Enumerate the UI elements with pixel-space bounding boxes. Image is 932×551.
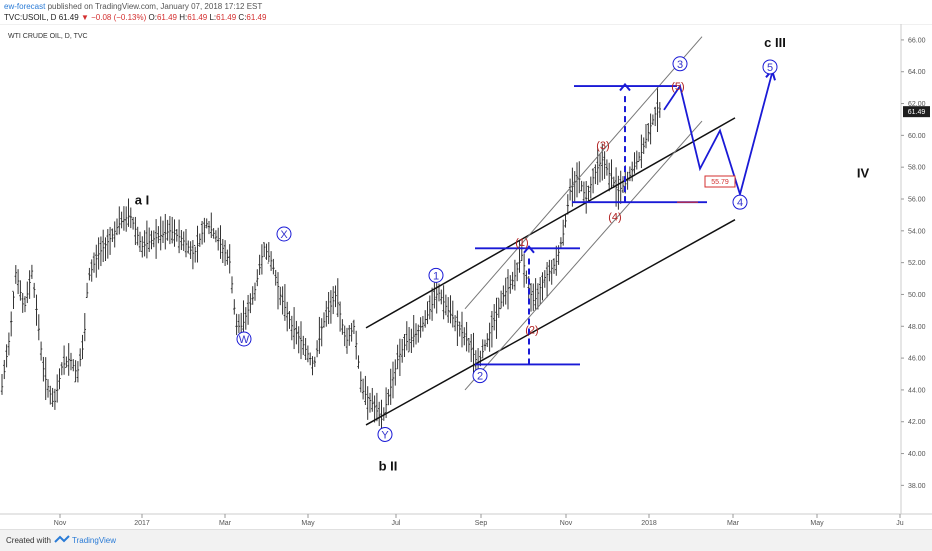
projection-arrow-1 [523,245,535,254]
chart-header: ew-forecast published on TradingView.com… [0,0,932,24]
last-price-tag-box [903,106,930,118]
subwave-label: (5) [671,81,684,93]
last-price-tag: 61.49 [903,106,930,118]
wave-circle-3 [672,56,688,72]
close-value: 61.49 [246,13,267,22]
wave-circle-4 [732,194,748,210]
price-bars [0,86,661,430]
upper-trendline [365,117,736,329]
x-tick-label: Mar [219,520,232,527]
tradingview-logo-icon [54,535,70,543]
projection-arrow-2 [619,82,631,92]
subwave-label: (2) [525,324,538,336]
y-tick-label: 52.00 [908,260,926,267]
footer: Created with TradingView [0,529,932,551]
price-chart[interactable]: WTI CRUDE OIL, D, TVC 66.00 64.00 62.00 60.… [0,24,932,529]
tradingview-brand-link[interactable]: TradingView [72,536,117,545]
low-value: 61.49 [216,13,237,22]
last-price-tag-text: 61.49 [908,109,926,116]
lower-trendline [365,219,736,426]
y-tick-label: 48.00 [908,324,926,331]
channel-upper-line [464,36,703,310]
subwave-label: (1) [515,237,528,249]
author-link[interactable]: ew-forecast [4,2,46,11]
close-label: C: [238,13,247,22]
published-text: published on TradingView.com, January 07… [47,2,263,11]
y-tick-label: 60.00 [908,133,926,140]
x-tick-label: Nov [560,520,573,527]
chart-title: WTI CRUDE OIL, D, TVC [8,33,88,40]
wave-circle-2 [472,368,488,384]
y-tick-label: 54.00 [908,228,926,235]
x-tick-label: 2018 [641,520,657,527]
high-label: H: [179,13,188,22]
channel-lower-line [464,120,703,391]
x-tick-label: Sep [475,520,488,527]
wave-label-1: 1 [433,270,439,282]
y-tick-label: 56.00 [908,197,926,204]
y-tick-label: 62.00 [908,101,926,108]
wave-label-4: 4 [737,197,743,209]
x-tick-label: Ju [896,520,904,527]
x-tick-label: Mar [727,520,740,527]
wave-label-W: W [239,334,250,346]
wave-label-5: 5 [767,62,773,74]
wave-label-2: 2 [477,371,483,383]
y-tick-label: 38.00 [908,483,926,490]
x-tick-label: Nov [54,520,67,527]
low-label: L: [209,13,217,22]
y-tick-label: 46.00 [908,356,926,363]
x-tick-label: May [301,520,315,527]
wave-label-X: X [280,229,288,241]
wave-circle-X [276,226,292,242]
wave-labels: X W Y 1 2 3 4 5 (1) (2) (3) (4) (5) a I b II c III IV [135,35,870,473]
subwave-label: (4) [608,212,621,224]
target-price-tag: 55.79 [704,175,736,188]
y-tick-label: 40.00 [908,451,926,458]
high-value: 61.49 [187,13,208,22]
wave-label-3: 3 [677,59,683,71]
degree-label: b II [379,458,398,473]
x-tick-label: Jul [392,520,401,527]
open-value: 61.49 [156,13,177,22]
wave-circle-1 [428,267,444,283]
degree-label: a I [135,193,149,208]
y-tick-label: 42.00 [908,419,926,426]
y-tick-label: 64.00 [908,69,926,76]
wave-circle-5 [762,59,778,75]
y-tick-label: 58.00 [908,165,926,172]
publication-line: ew-forecast published on TradingView.com… [4,2,262,11]
time-axis: Nov 2017 Mar May Jul Sep Nov 2018 Mar May Ju [54,514,904,527]
down-arrow-icon: ▼ [80,13,89,22]
y-tick-label: 44.00 [908,387,926,394]
symbol: TVC:USOIL, D [4,13,57,22]
open-label: O: [148,13,157,22]
degree-label: c III [764,35,786,50]
symbol-line: TVC:USOIL, D 61.49 ▼ −0.08 (−0.13%) O:61… [4,13,266,22]
x-tick-label: 2017 [134,520,150,527]
target-price-tag-text: 55.79 [711,179,729,186]
target-price-tag-box [704,175,736,188]
y-tick-label: 66.00 [908,37,926,44]
x-tick-label: May [810,520,824,527]
last-price: 61.49 [58,13,79,22]
price-axis: 66.00 64.00 62.00 60.00 58.00 56.00 54.00 52.00… [901,37,926,490]
created-with-text: Created with [6,536,51,545]
wave-circle-Y [377,426,393,442]
subwave-label: (3) [596,140,609,152]
elliott-wave-drawings [365,36,776,426]
degree-label: IV [857,166,870,181]
wave-circle-W [236,331,252,347]
wave-label-Y: Y [381,429,389,441]
forecast-path [663,73,773,198]
price-change: −0.08 (−0.13%) [91,13,147,22]
y-tick-label: 50.00 [908,292,926,299]
